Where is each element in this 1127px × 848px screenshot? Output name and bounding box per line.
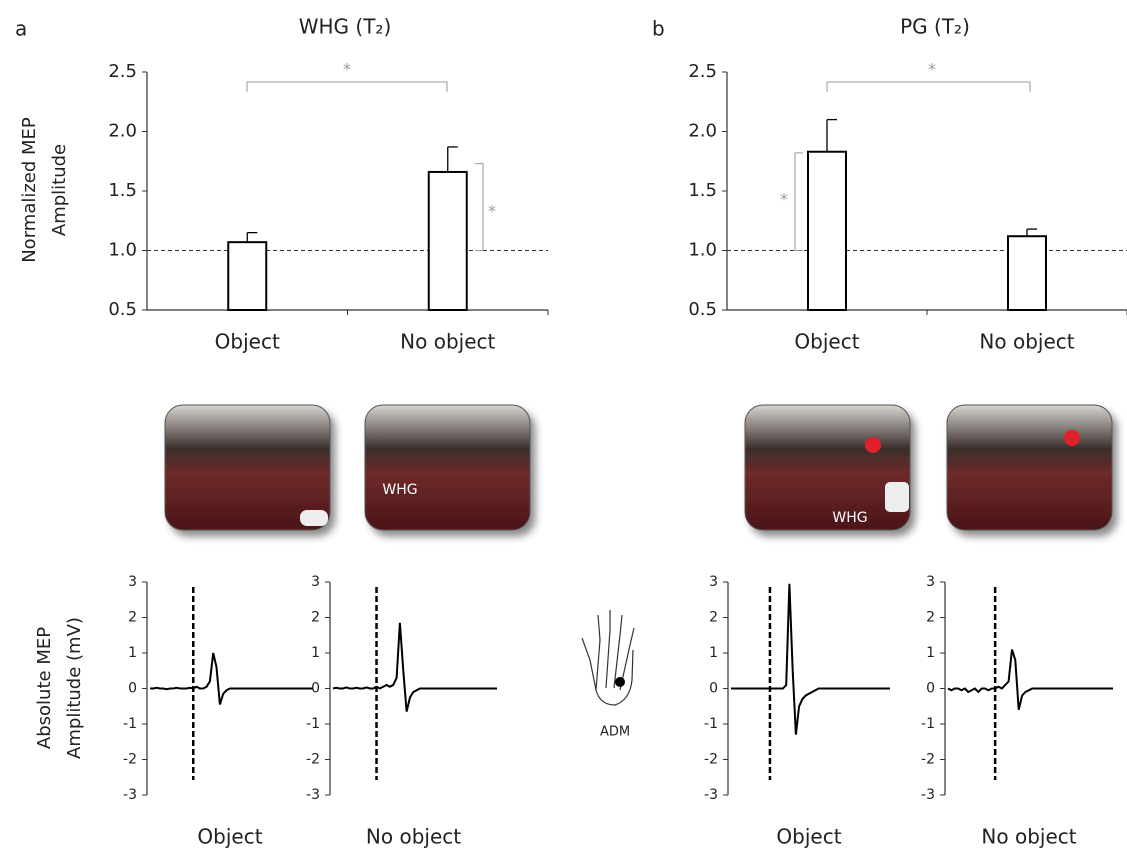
y-tick-label: 0	[709, 681, 718, 697]
y-tick-label: -3	[306, 787, 320, 803]
bar	[807, 150, 847, 311]
y-tick-label: 3	[709, 574, 718, 590]
photo-label: WHG	[382, 482, 417, 498]
y-tick-label: 2.0	[108, 121, 137, 142]
trace	[332, 622, 497, 712]
y-tick-label: 2	[128, 610, 137, 626]
trace	[150, 652, 313, 705]
y-tick-label: -2	[306, 752, 320, 768]
x-axis-label: No object	[366, 825, 461, 848]
electrode	[615, 677, 625, 687]
y-tick-label: -1	[921, 716, 935, 732]
chart-title: PG (T₂)	[900, 15, 970, 39]
y-tick-label: -3	[704, 787, 718, 803]
photo	[744, 404, 911, 531]
hand-icon	[581, 610, 635, 706]
y-tick-label: 3	[128, 574, 137, 590]
y-tick-label: 1	[128, 645, 137, 661]
ball	[865, 437, 881, 453]
y-tick-label: 3	[311, 574, 320, 590]
y-tick-label: 3	[926, 574, 935, 590]
photo	[946, 404, 1113, 531]
y-axis-label: Amplitude	[49, 144, 70, 236]
significance-label: *	[488, 202, 496, 221]
photos: WHG WHG	[164, 404, 1113, 531]
x-tick-label: Object	[215, 330, 280, 354]
trace	[731, 583, 890, 735]
significance-bracket	[246, 81, 448, 92]
significance-label: *	[928, 60, 936, 79]
photo	[364, 404, 531, 531]
significance-label: *	[343, 60, 351, 79]
x-tick-label: Object	[794, 330, 859, 354]
y-tick-label: 1.0	[688, 240, 717, 261]
y-tick-label: 0.5	[688, 299, 717, 320]
y-tick-label: -2	[123, 752, 137, 768]
y-tick-label: 2.5	[688, 61, 717, 82]
panel-label: b	[652, 17, 665, 41]
cup	[885, 482, 909, 512]
photo	[164, 404, 331, 531]
cup	[300, 510, 328, 526]
ball	[1064, 430, 1080, 446]
trace	[947, 649, 1113, 711]
y-tick-label: 0	[128, 681, 137, 697]
panel-label: a	[15, 17, 27, 41]
x-tick-label: No object	[400, 330, 495, 354]
x-tick-label: No object	[979, 330, 1074, 354]
y-tick-label: 2.0	[688, 121, 717, 142]
y-tick-label: -1	[306, 716, 320, 732]
y-tick-label: 0	[926, 681, 935, 697]
y-axis-label: Absolute MEP	[34, 627, 55, 749]
significance-label: *	[780, 190, 788, 209]
y-axis-label: Amplitude (mV)	[64, 617, 85, 759]
y-tick-label: 2	[926, 610, 935, 626]
bar	[1007, 235, 1047, 311]
bar	[427, 170, 468, 311]
photo-label: WHG	[832, 510, 867, 526]
bar	[227, 241, 268, 311]
x-axis-label: Object	[776, 825, 841, 848]
y-tick-label: 2.5	[108, 61, 137, 82]
x-axis-label: Object	[197, 825, 262, 848]
y-tick-label: 1	[926, 645, 935, 661]
x-axis-label: No object	[981, 825, 1076, 848]
y-tick-label: 2	[311, 610, 320, 626]
y-tick-label: -1	[123, 716, 137, 732]
chart-title: WHG (T₂)	[299, 15, 392, 39]
hand-outline	[581, 610, 635, 706]
y-tick-label: 1	[311, 645, 320, 661]
significance-bracket	[475, 163, 484, 251]
y-tick-label: 1.5	[688, 180, 717, 201]
muscle-label: ADM	[600, 725, 630, 740]
y-tick-label: -2	[704, 752, 718, 768]
y-tick-label: 0	[311, 681, 320, 697]
y-tick-label: 0.5	[108, 299, 137, 320]
y-tick-label: 2	[709, 610, 718, 626]
y-tick-label: -3	[123, 787, 137, 803]
y-tick-label: -1	[704, 716, 718, 732]
y-axis-label: Normalized MEP	[19, 117, 40, 263]
y-tick-label: 1.5	[108, 180, 137, 201]
y-tick-label: 1.0	[108, 240, 137, 261]
y-tick-label: 1	[709, 645, 718, 661]
significance-bracket	[826, 81, 1031, 92]
y-tick-label: -2	[921, 752, 935, 768]
y-tick-label: -3	[921, 787, 935, 803]
significance-bracket	[794, 152, 803, 251]
